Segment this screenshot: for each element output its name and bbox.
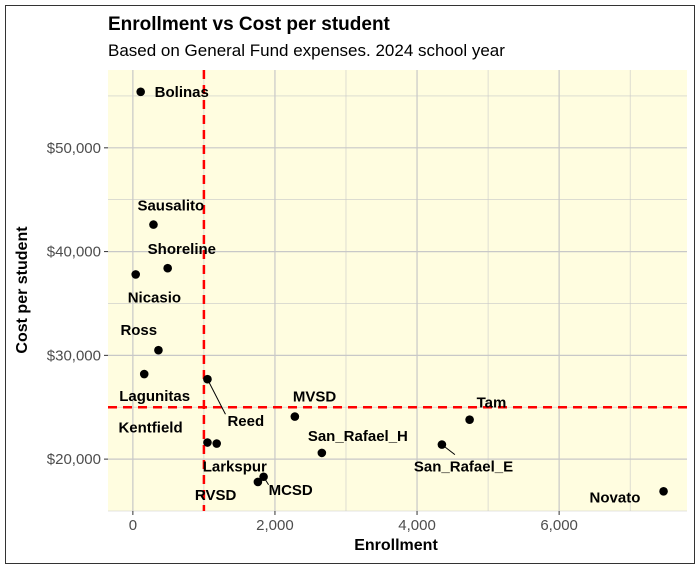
data-point-reed bbox=[203, 374, 212, 384]
point-label-reed: Reed bbox=[227, 413, 264, 430]
point-label-shoreline: Shoreline bbox=[148, 241, 216, 258]
x-tick-label: 2,000 bbox=[256, 517, 294, 534]
data-point-mcsd bbox=[259, 472, 268, 482]
point-label-rvsd: RVSD bbox=[195, 487, 237, 504]
point-label-novato: Novato bbox=[590, 489, 641, 506]
point-label-tam: Tam bbox=[477, 395, 507, 412]
x-axis-title: Enrollment bbox=[354, 537, 438, 554]
x-tick-label: 0 bbox=[129, 517, 137, 534]
point-label-lagunitas: Lagunitas bbox=[119, 388, 190, 405]
y-tick-label: $50,000 bbox=[47, 140, 101, 157]
reference-lines bbox=[108, 70, 687, 511]
axis-ticks: 0 2,000 4,000 6,000 $20,000 $30,000 $40,000 $50… bbox=[47, 140, 578, 534]
data-point-kentfield bbox=[203, 438, 212, 447]
data-point-san-rafael-h bbox=[317, 448, 327, 458]
y-axis-title: Cost per student bbox=[14, 226, 31, 354]
chart-title: Enrollment vs Cost per student bbox=[108, 14, 391, 35]
data-point-lagunitas bbox=[139, 369, 149, 379]
point-label-larkspur: Larkspur bbox=[203, 459, 267, 476]
x-tick-label: 4,000 bbox=[398, 517, 436, 534]
data-point-tam bbox=[465, 415, 474, 424]
x-tick-label: 6,000 bbox=[540, 517, 578, 534]
point-label-san-rafael-e: San_Rafael_E bbox=[414, 459, 513, 476]
data-point-san-rafael-e bbox=[437, 440, 447, 449]
point-label-nicasio: Nicasio bbox=[128, 289, 181, 306]
point-label-san-rafael-h: San_Rafael_H bbox=[308, 428, 408, 445]
data-point-larkspur bbox=[212, 439, 221, 448]
data-point-mvsd bbox=[290, 412, 300, 421]
data-point-ross bbox=[154, 345, 163, 355]
point-label-mcsd: MCSD bbox=[269, 482, 313, 499]
point-label-bolinas: Bolinas bbox=[155, 84, 209, 101]
chart-subtitle: Based on General Fund expenses. 2024 sch… bbox=[108, 41, 505, 60]
leader-line-reed bbox=[207, 378, 226, 415]
y-tick-label: $30,000 bbox=[47, 347, 101, 364]
data-point-nicasio bbox=[131, 270, 141, 279]
y-tick-label: $40,000 bbox=[47, 244, 101, 261]
data-point-bolinas bbox=[136, 87, 145, 97]
data-point-novato bbox=[659, 486, 668, 496]
point-label-mvsd: MVSD bbox=[293, 389, 337, 406]
point-label-kentfield: Kentfield bbox=[118, 420, 182, 437]
y-tick-label: $20,000 bbox=[47, 451, 101, 468]
data-point-shoreline bbox=[163, 263, 172, 273]
data-point-rvsd bbox=[253, 477, 263, 487]
point-label-sausalito: Sausalito bbox=[137, 198, 204, 215]
data-point-sausalito bbox=[149, 220, 158, 229]
point-label-ross: Ross bbox=[120, 322, 157, 339]
data-points bbox=[131, 87, 668, 496]
point-labels: Bolinas Sausalito Shoreline Nicasio Ross Lagu… bbox=[118, 84, 640, 506]
